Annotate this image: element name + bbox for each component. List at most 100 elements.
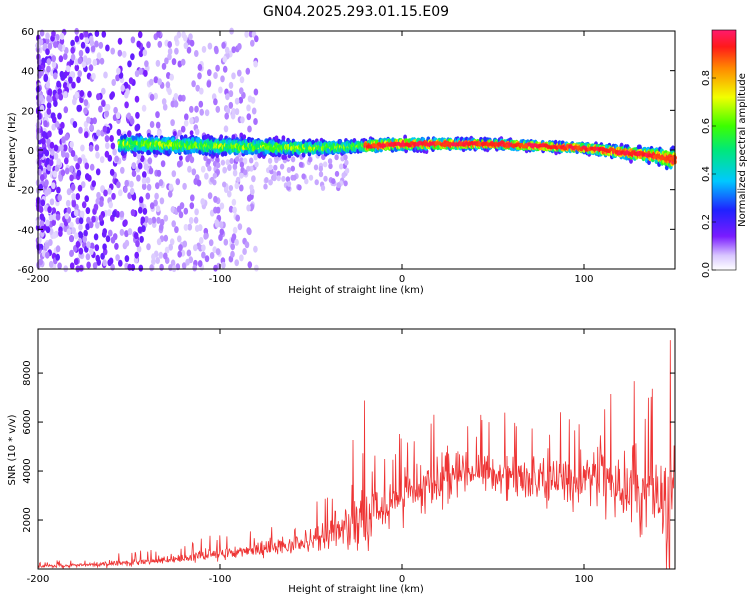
- heatmap-cell: [199, 109, 204, 116]
- heatmap-cell: [323, 176, 327, 182]
- heatmap-cell: [45, 32, 50, 39]
- heatmap-cell: [216, 106, 221, 113]
- heatmap-cell: [59, 55, 64, 62]
- heatmap-cell: [195, 128, 200, 135]
- heatmap-cell: [190, 194, 195, 201]
- heatmap-cell: [243, 169, 247, 175]
- heatmap-cell: [85, 173, 90, 180]
- heatmap-cell: [95, 244, 100, 251]
- heatmap-cell: [237, 70, 242, 77]
- heatmap-cell: [154, 193, 159, 200]
- heatmap-cell: [164, 215, 169, 222]
- heatmap-cell: [101, 88, 106, 95]
- heatmap-cell: [156, 217, 161, 224]
- heatmap-cell: [156, 122, 161, 129]
- heatmap-cell: [231, 46, 236, 53]
- heatmap-cell: [117, 129, 122, 136]
- colorbar-tick-label: 0.6: [701, 118, 712, 134]
- heatmap-cell: [77, 70, 82, 77]
- heatmap-cell: [143, 208, 148, 215]
- heatmap-cell: [76, 241, 81, 248]
- heatmap-cell: [254, 35, 259, 42]
- heatmap-cell: [136, 124, 141, 131]
- heatmap-cell: [164, 57, 169, 64]
- heatmap-cell: [105, 110, 110, 117]
- heatmap-cell: [239, 185, 244, 192]
- heatmap-cell: [181, 126, 186, 133]
- heatmap-cell: [194, 208, 199, 215]
- heatmap-cell: [231, 72, 236, 79]
- heatmap-cell: [301, 173, 305, 179]
- heatmap-cell: [56, 187, 61, 194]
- heatmap-cell: [345, 168, 349, 174]
- heatmap-cell: [199, 88, 204, 95]
- heatmap-cell: [159, 224, 164, 231]
- heatmap-cell: [71, 193, 76, 200]
- heatmap-cell: [277, 175, 281, 181]
- heatmap-cell: [122, 51, 127, 58]
- heatmap-cell: [94, 41, 99, 48]
- heatmap-cell: [52, 61, 57, 68]
- x-tick-label: -200: [27, 574, 50, 585]
- heatmap-cell: [114, 243, 119, 250]
- heatmap-cell: [133, 152, 137, 157]
- heatmap-cell: [141, 216, 146, 223]
- heatmap-cell: [76, 105, 81, 112]
- heatmap-cell: [39, 95, 44, 102]
- heatmap-cell: [247, 113, 252, 120]
- heatmap-cell: [159, 179, 164, 186]
- heatmap-cell: [51, 182, 56, 189]
- heatmap-cell: [120, 85, 125, 92]
- heatmap-cell: [151, 253, 156, 260]
- heatmap-cell: [179, 211, 184, 218]
- heatmap-cell: [95, 222, 100, 229]
- heatmap-cell: [308, 157, 312, 163]
- heatmap-cell: [89, 64, 94, 71]
- heatmap-cell: [156, 60, 161, 67]
- heatmap-cell: [224, 125, 229, 132]
- heatmap-cell: [304, 178, 308, 184]
- heatmap-cell: [297, 185, 301, 191]
- heatmap-cell: [672, 158, 676, 162]
- heatmap-cell: [102, 243, 107, 250]
- heatmap-cell: [314, 164, 318, 170]
- heatmap-cell: [59, 94, 64, 101]
- heatmap-cell: [167, 41, 172, 48]
- heatmap-cell: [81, 42, 86, 49]
- heatmap-cell: [221, 262, 226, 269]
- heatmap-cell: [146, 41, 151, 48]
- heatmap-cell: [343, 154, 347, 160]
- heatmap-cell: [99, 215, 104, 222]
- heatmap-cell: [58, 230, 63, 237]
- heatmap-cell: [177, 235, 182, 242]
- heatmap-cell: [75, 36, 80, 43]
- heatmap-cell: [287, 167, 291, 173]
- heatmap-cell: [53, 100, 58, 107]
- heatmap-cell: [139, 236, 144, 243]
- heatmap-cell: [190, 40, 195, 47]
- heatmap-cell: [71, 54, 76, 61]
- heatmap-cell: [134, 252, 139, 259]
- heatmap-cell: [79, 217, 84, 224]
- heatmap-cell: [179, 155, 183, 160]
- y-tick-label: -60: [18, 265, 34, 276]
- heatmap-cell: [64, 157, 69, 164]
- heatmap-cell: [105, 151, 110, 158]
- heatmap-cell: [174, 226, 179, 233]
- heatmap-cell: [232, 134, 236, 139]
- colorbar-tick-label: 0.4: [701, 166, 712, 182]
- heatmap-cell: [115, 254, 120, 261]
- heatmap-cell: [174, 48, 179, 55]
- heatmap-cell: [55, 254, 60, 261]
- heatmap-cell: [67, 228, 72, 235]
- heatmap-cell: [336, 182, 340, 188]
- heatmap-cell: [215, 65, 220, 72]
- heatmap-cell: [130, 188, 135, 195]
- heatmap-cell: [150, 121, 155, 128]
- heatmap-cell: [93, 262, 98, 269]
- heatmap-cell: [166, 81, 171, 88]
- heatmap-cell: [194, 116, 199, 123]
- heatmap-cell: [172, 58, 177, 65]
- heatmap-cell: [50, 142, 55, 149]
- heatmap-cell: [253, 153, 258, 160]
